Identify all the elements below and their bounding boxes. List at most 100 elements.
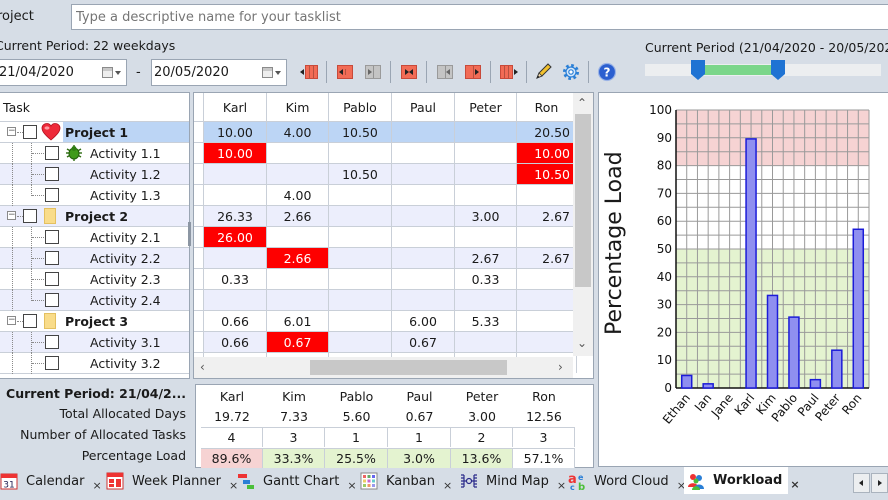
tree-row[interactable]: Activity 2.2 <box>0 248 189 269</box>
grid-cell[interactable] <box>517 311 577 331</box>
grid-cell[interactable] <box>455 185 517 205</box>
tree-grid-splitter[interactable] <box>188 222 191 246</box>
grid-cell[interactable]: 2.67 <box>517 248 577 268</box>
scroll-down-icon[interactable]: ⌄ <box>577 336 588 350</box>
task-checkbox[interactable] <box>45 230 59 244</box>
grid-cell[interactable]: 10.50 <box>329 164 392 184</box>
grid-cell[interactable]: 6.01 <box>267 311 329 331</box>
shrink-button[interactable] <box>397 61 421 83</box>
collapse-toggle[interactable]: − <box>7 210 16 220</box>
grid-horizontal-scroll-thumb[interactable] <box>310 360 507 375</box>
task-checkbox[interactable] <box>23 209 37 223</box>
grid-cell[interactable] <box>329 143 392 163</box>
overallocated-cell[interactable]: 2.66 <box>267 248 329 268</box>
start-date-dropdown-button[interactable] <box>96 60 126 85</box>
grid-cell[interactable] <box>267 227 329 247</box>
tree-row[interactable]: Activity 3.2 <box>0 353 189 374</box>
tab-week-planner[interactable]: Week Planner × <box>103 469 238 493</box>
period-slider-start-handle[interactable] <box>691 60 705 80</box>
extend-left-button[interactable] <box>297 61 321 83</box>
grid-cell[interactable] <box>517 290 577 310</box>
start-date-picker[interactable]: 21/04/2020 <box>0 59 127 86</box>
collapse-toggle[interactable]: − <box>7 126 16 136</box>
grid-cell[interactable] <box>329 185 392 205</box>
task-checkbox[interactable] <box>45 146 59 160</box>
scroll-right-icon[interactable]: › <box>558 360 563 374</box>
close-icon[interactable]: × <box>556 478 567 492</box>
help-button[interactable]: ? <box>595 61 619 83</box>
period-slider-range[interactable] <box>702 65 772 75</box>
chart-bar[interactable] <box>766 294 779 389</box>
grid-cell[interactable]: 6.00 <box>392 311 455 331</box>
grid-cell[interactable] <box>455 290 517 310</box>
grid-vertical-scroll-thumb[interactable] <box>575 114 591 287</box>
grid-column-header[interactable]: Ron <box>517 93 577 121</box>
grid-cell[interactable] <box>455 227 517 247</box>
grid-column-header[interactable]: Karl <box>204 93 267 121</box>
grid-column-header[interactable]: Paul <box>392 93 455 121</box>
period-slider-end-handle[interactable] <box>771 60 785 80</box>
grid-cell[interactable] <box>204 290 267 310</box>
grid-cell[interactable] <box>204 185 267 205</box>
close-icon[interactable]: × <box>229 478 239 492</box>
grid-cell[interactable] <box>517 227 577 247</box>
chart-bar[interactable] <box>680 374 693 389</box>
end-date-picker[interactable]: 20/05/2020 <box>151 59 287 86</box>
edit-button[interactable] <box>531 61 555 83</box>
grid-cell[interactable] <box>392 290 455 310</box>
tab-workload[interactable]: Workload × <box>684 467 800 494</box>
grid-cell[interactable] <box>392 164 455 184</box>
tree-row[interactable]: Activity 2.4 <box>0 290 189 311</box>
overallocated-cell[interactable]: 26.00 <box>204 227 267 247</box>
shift-end-right-button[interactable] <box>461 61 485 83</box>
grid-cell[interactable]: 4.00 <box>267 185 329 205</box>
grid-cell[interactable]: 0.33 <box>204 269 267 289</box>
grid-cell[interactable] <box>329 311 392 331</box>
task-checkbox[interactable] <box>45 272 59 286</box>
grid-cell[interactable]: 2.66 <box>267 206 329 226</box>
grid-column-header[interactable]: Peter <box>455 93 517 121</box>
grid-cell[interactable] <box>267 143 329 163</box>
chart-bar[interactable] <box>852 228 865 389</box>
tree-row[interactable]: − Project 2 <box>0 206 189 227</box>
grid-cell[interactable] <box>392 269 455 289</box>
close-icon[interactable]: × <box>347 478 357 492</box>
task-checkbox[interactable] <box>45 335 59 349</box>
chart-bar[interactable] <box>745 138 757 389</box>
grid-cell[interactable] <box>329 227 392 247</box>
grid-cell[interactable] <box>392 185 455 205</box>
extend-right-button[interactable] <box>497 61 521 83</box>
tab-mind-map[interactable]: Mind Map × <box>457 469 566 493</box>
task-checkbox[interactable] <box>23 314 37 328</box>
overallocated-cell[interactable]: 10.00 <box>204 143 267 163</box>
close-icon[interactable]: × <box>676 478 686 492</box>
grid-cell[interactable]: 4.00 <box>267 122 329 142</box>
grid-cell[interactable] <box>204 248 267 268</box>
grid-cell[interactable] <box>455 164 517 184</box>
grid-cell[interactable]: 26.33 <box>204 206 267 226</box>
tree-row[interactable]: Activity 3.1 <box>0 332 189 353</box>
grid-column-header[interactable]: Kim <box>267 93 329 121</box>
grid-cell[interactable]: 20.50 <box>517 122 577 142</box>
close-icon[interactable]: × <box>790 478 800 491</box>
grid-cell[interactable] <box>329 290 392 310</box>
grid-cell[interactable] <box>267 290 329 310</box>
task-checkbox[interactable] <box>45 251 59 265</box>
tree-row[interactable]: Activity 1.3 <box>0 185 189 206</box>
tab-word-cloud[interactable]: a e c b Word Cloud × <box>565 469 686 493</box>
grid-cell[interactable] <box>329 332 392 352</box>
grid-cell[interactable] <box>517 269 577 289</box>
grid-cell[interactable] <box>267 269 329 289</box>
grid-cell[interactable]: 10.50 <box>329 122 392 142</box>
tab-kanban[interactable]: Kanban × <box>357 469 454 493</box>
grid-cell[interactable]: 2.67 <box>455 248 517 268</box>
end-date-dropdown-button[interactable] <box>256 60 286 85</box>
chart-bar[interactable] <box>702 383 714 389</box>
shift-start-right-button[interactable] <box>361 61 385 83</box>
overallocated-cell[interactable]: 0.67 <box>267 332 329 352</box>
project-name-input[interactable] <box>71 4 888 30</box>
shift-start-left-button[interactable] <box>333 61 357 83</box>
grid-cell[interactable]: 2.67 <box>517 206 577 226</box>
grid-cell[interactable] <box>455 122 517 142</box>
grid-column-header[interactable]: Pablo <box>329 93 392 121</box>
